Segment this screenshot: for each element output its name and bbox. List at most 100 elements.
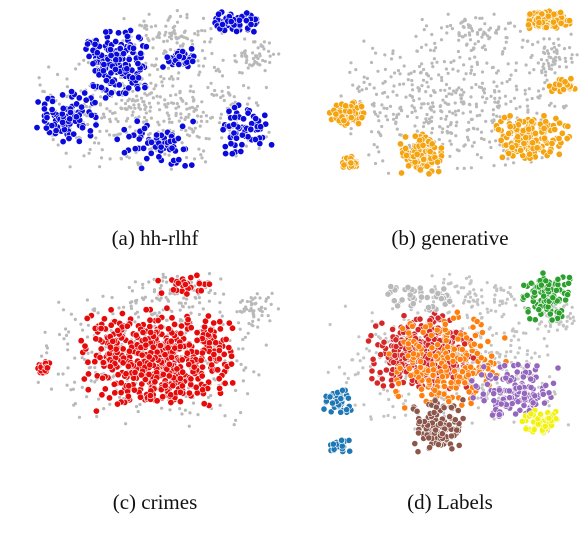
background-points-point [357,335,361,339]
background-points-point [349,127,353,131]
background-points-point [122,17,126,21]
background-points-point [450,131,454,135]
label-category-2-point [453,308,461,316]
background-points-point [213,88,217,93]
background-points-point [57,332,62,337]
background-points-point [479,136,484,141]
highlight-points-point [520,140,528,148]
background-points-point [178,44,183,48]
highlight-points-point [85,52,93,60]
background-points-point [473,42,477,46]
highlight-points-point [135,74,143,82]
highlight-points-point [109,337,117,345]
label-category-0-point [546,310,554,318]
label-category-0-point [549,294,557,302]
background-points-point [107,133,112,137]
background-points-point [116,119,120,124]
background-points-point [545,78,549,82]
background-points-point [504,301,508,305]
highlight-points-point [175,52,183,60]
background-points-point [56,143,60,147]
background-points-point [525,39,529,43]
background-points-point [357,89,361,93]
background-points-point [130,289,134,293]
background-points-point [249,300,253,304]
background-points-point [490,66,494,70]
background-points-point [385,389,389,393]
background-points-point [167,113,171,118]
highlight-points-point [138,380,146,388]
highlight-points-point [517,146,525,154]
highlight-points-point [60,126,68,134]
label-category-1-point [461,340,469,348]
background-points-point [351,358,355,362]
label-category-2-point [405,329,413,337]
label-category-2-point [470,340,478,348]
background-points-point [398,82,402,86]
highlight-points [33,8,276,172]
background-points-point [499,288,503,292]
background-points-point [196,413,200,417]
background-points-point [537,89,541,93]
highlight-points-point [163,53,171,61]
background-points-point [565,325,569,329]
background-points-point [483,100,487,104]
label-category-4-point [438,430,446,438]
highlight-points-point [135,135,143,143]
background-points-point [36,380,40,384]
background-points-point [217,121,222,125]
background-points-point [168,292,172,296]
background-points-point [469,26,473,30]
background-points-point [509,338,513,342]
label-category-0-point [523,291,531,299]
background-points-point [464,72,468,76]
highlight-points-point [566,17,574,25]
label-category-1-point [368,367,376,375]
background-points-point [66,366,70,370]
background-points-point [481,32,485,37]
background-points-point [232,95,236,99]
background-points-point [512,161,516,165]
background-points-point [496,69,500,73]
background-points-point [514,84,518,88]
background-points-point [153,311,157,315]
background-points-point [492,300,497,304]
background-points-point [514,61,518,65]
label-category-1-point [392,343,400,350]
highlight-points-point [98,391,106,399]
background-points-point [545,49,549,53]
highlight-points-point [143,155,151,163]
background-points-point [506,21,511,25]
background-points-point [175,20,180,24]
highlight-points-point [123,32,131,40]
background-points-point [476,39,480,44]
highlight-points-point [59,138,67,146]
background-points-point [497,106,501,110]
background-points-point [494,284,498,288]
background-points-point [167,16,171,20]
label-category-3-point [506,394,513,402]
background-points-point [185,133,190,137]
background-points-point [482,87,487,91]
background-points-point [190,39,194,43]
background-points-point [97,141,101,145]
background-points-point [537,355,541,359]
highlight-points-point [506,123,514,131]
highlight-points-point [567,75,575,83]
highlight-points-point [159,370,167,378]
background-points-point [518,346,522,350]
label-category-4-point [448,445,456,453]
highlight-points-point [100,315,108,323]
background-points-point [461,111,465,115]
background-points-point [385,118,390,122]
highlight-points-point [102,94,110,102]
background-points-point [470,65,474,69]
highlight-points-point [535,19,543,27]
background-points-point [171,26,175,30]
background-points-point [382,106,386,110]
background-points-point [175,274,179,278]
background-points-point [362,80,366,84]
label-category-3-point [545,389,553,397]
background-points-point [197,147,201,151]
highlight-points-point [555,135,563,143]
